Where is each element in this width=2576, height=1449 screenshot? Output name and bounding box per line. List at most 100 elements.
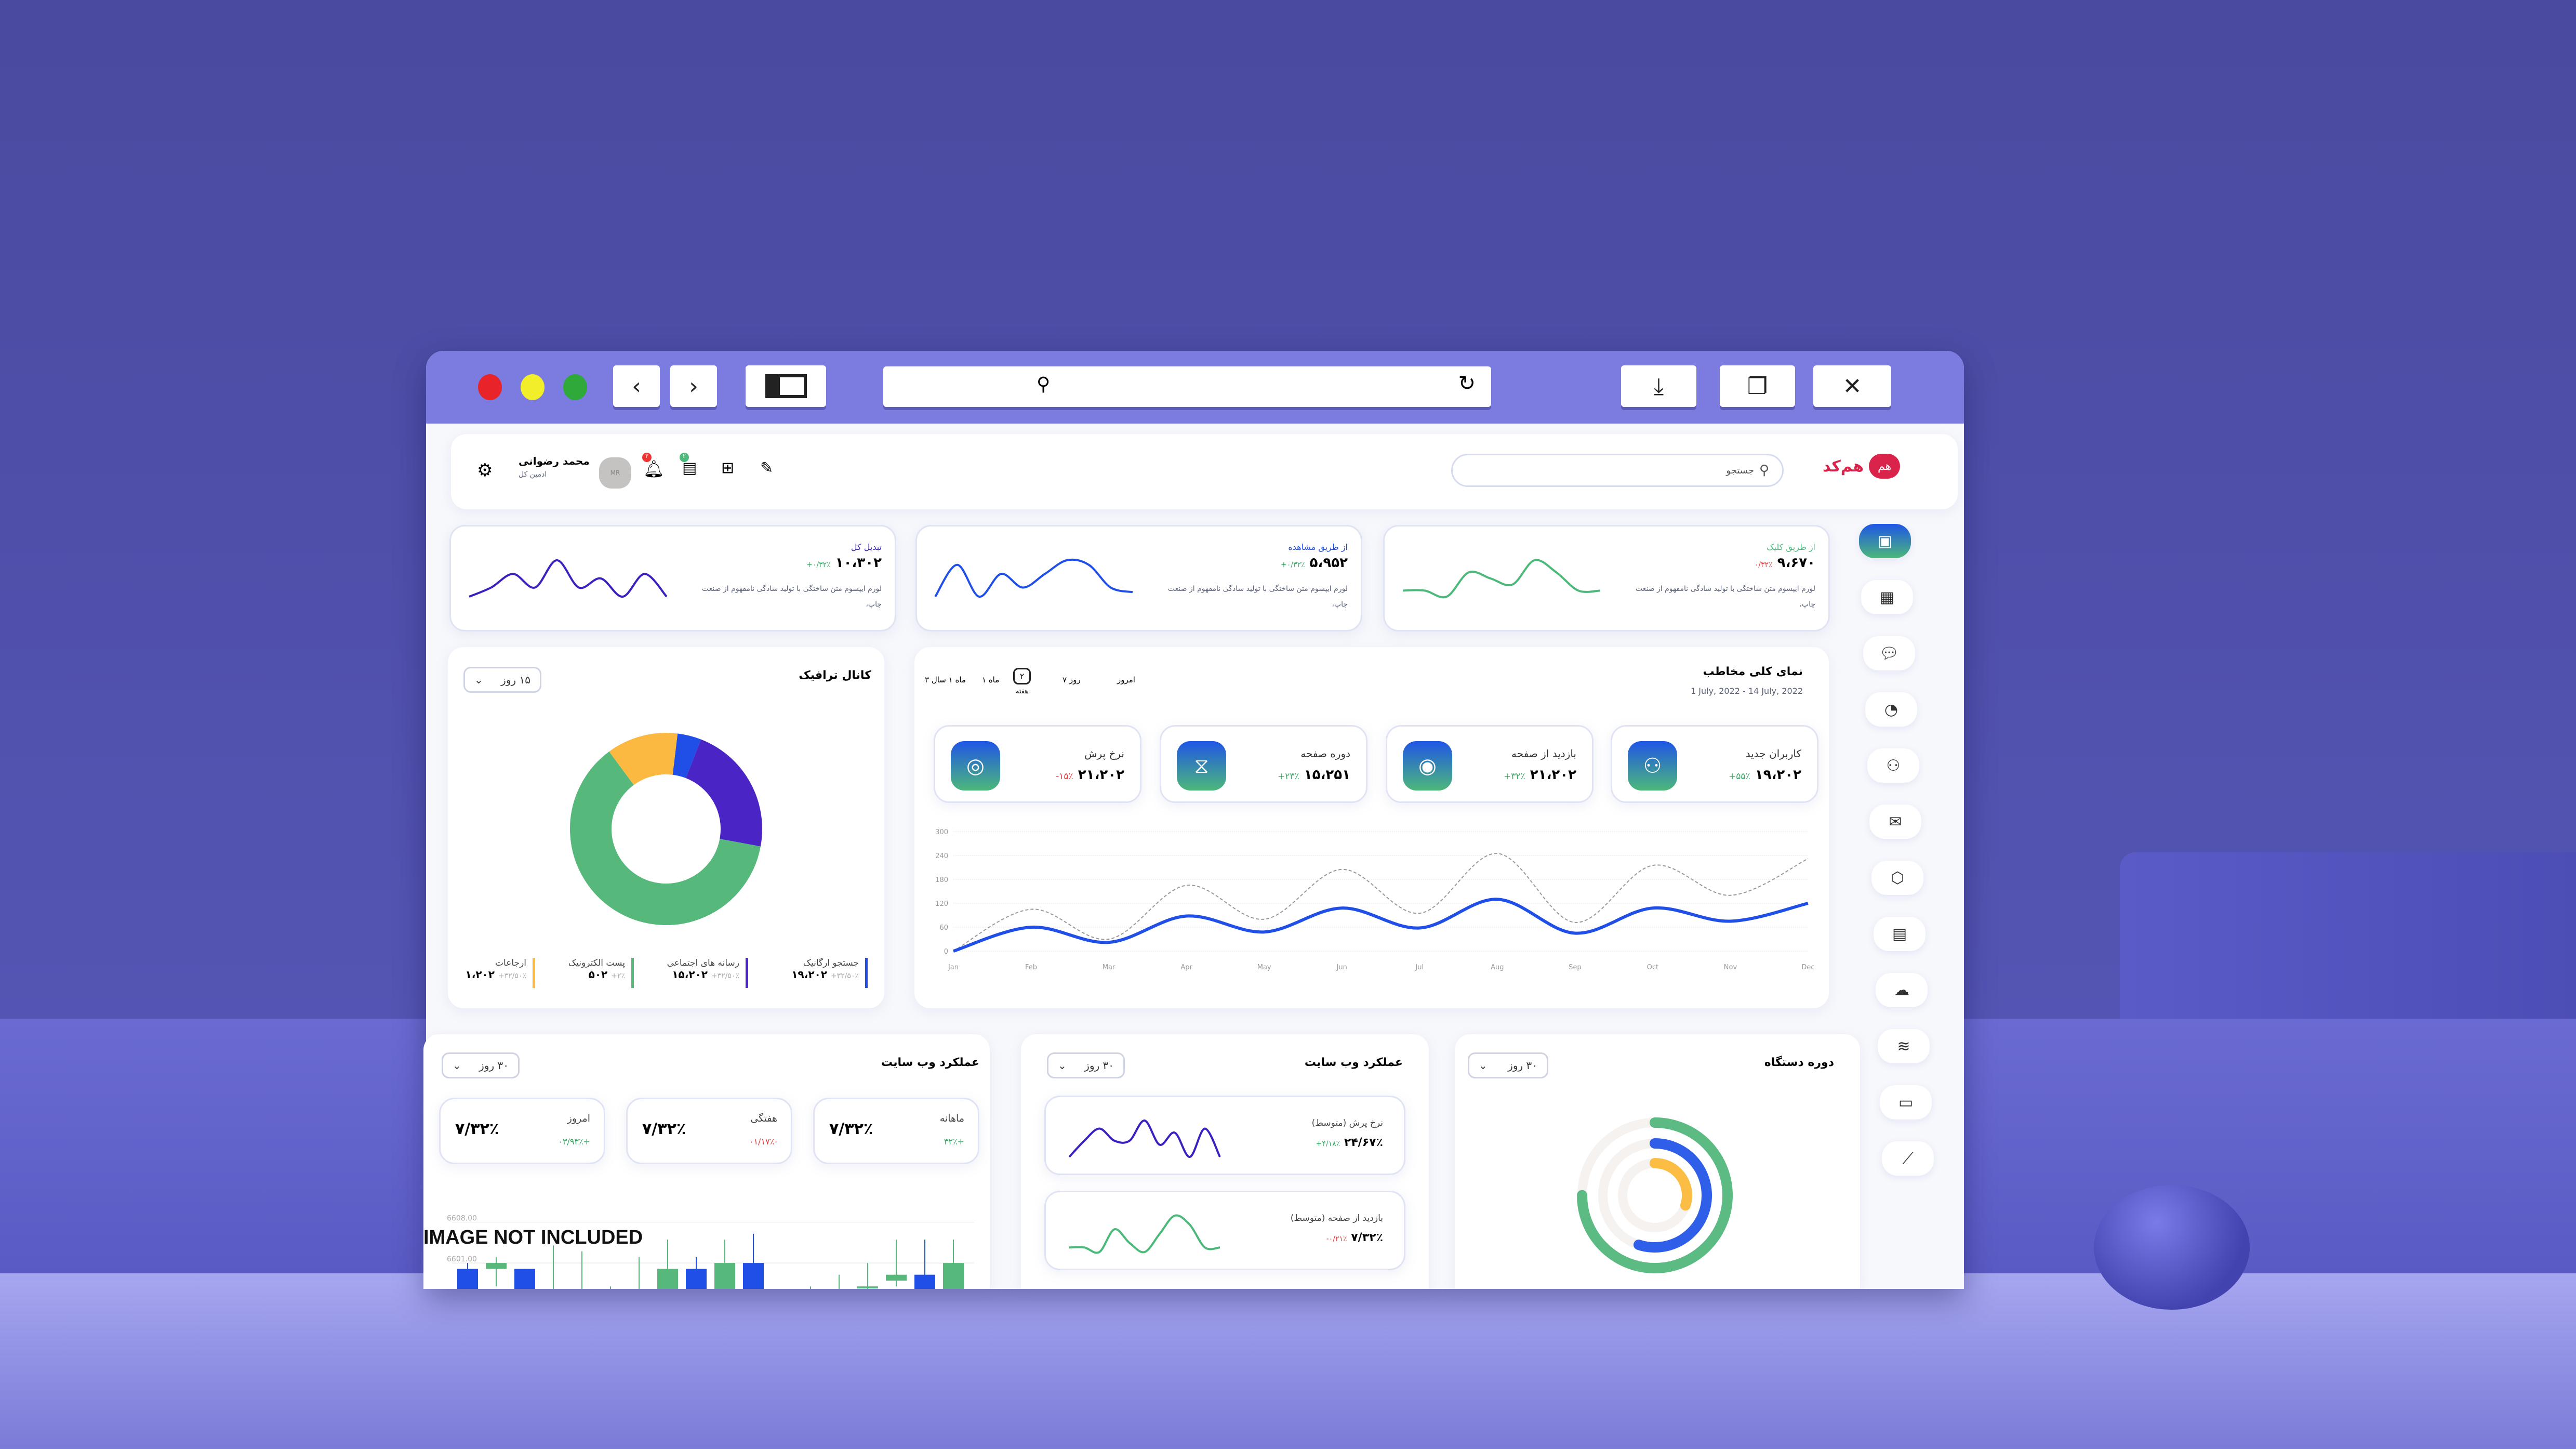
candle-body: [714, 1263, 735, 1289]
download-button[interactable]: ⤓: [1621, 365, 1696, 407]
sidebar-item-cloud[interactable]: ☁: [1876, 973, 1928, 1007]
restore-button[interactable]: ❐: [1720, 365, 1795, 407]
brand-name: هم‌کد: [1823, 457, 1864, 476]
sidebar-item-mail[interactable]: ✉: [1869, 805, 1921, 839]
sparkline: [1402, 559, 1601, 599]
sidebar-item-users[interactable]: ⚇: [1867, 748, 1919, 783]
minimize-dot[interactable]: [521, 374, 545, 400]
users-icon: ⚇: [1628, 741, 1677, 791]
sparkline: [934, 558, 1133, 598]
sidebar-toggle-button[interactable]: [746, 365, 826, 407]
radial-arc[interactable]: [1598, 1138, 1712, 1253]
x-tick-label: Sep: [1569, 964, 1582, 971]
x-tick-label: May: [1257, 964, 1271, 971]
sidebar-item-layers[interactable]: ≋: [1878, 1029, 1930, 1063]
sidebar-item-chat[interactable]: 💬︎: [1863, 636, 1915, 670]
legend-name: پست الکترونیک: [568, 958, 625, 968]
tab-4[interactable]: ۳ ماه ۱ سال: [925, 675, 966, 684]
sidebar-item-chart[interactable]: ⟋: [1882, 1141, 1934, 1176]
stat-value-row: ۱۰،۳۰۲ ۰/۳۲٪+: [806, 555, 882, 571]
candle-body: [857, 1286, 878, 1289]
maximize-dot[interactable]: [563, 374, 587, 400]
performance-range-select[interactable]: ۳۰ روز ⌄: [1047, 1052, 1125, 1078]
tab-2[interactable]: ۲ هفته: [1013, 668, 1031, 695]
stat-value: ۹،۶۷۰: [1777, 555, 1815, 571]
candle-body: [743, 1263, 764, 1289]
performance-title: عملکرد وب سایت: [881, 1056, 979, 1069]
kpi-value: ۱۵،۲۵۱: [1304, 767, 1350, 783]
settings-icon[interactable]: ⚙: [477, 460, 493, 481]
x-tick-label: Nov: [1724, 964, 1737, 971]
donut-slice[interactable]: [685, 739, 762, 847]
bell-icon[interactable]: 🔔︎: [643, 459, 665, 479]
donut-slice[interactable]: [570, 751, 761, 925]
sidebar-item-document[interactable]: ▤: [1874, 917, 1926, 951]
perf-change: ۰/۲۱٪-: [1326, 1235, 1347, 1243]
radial-arc[interactable]: [1577, 1117, 1733, 1273]
traffic-range-select[interactable]: ۱۵ روز ⌄: [463, 667, 541, 693]
avatar[interactable]: MR: [599, 457, 631, 489]
radial-arc[interactable]: [1617, 1158, 1692, 1233]
x-tick-label: Feb: [1025, 964, 1037, 971]
reload-icon[interactable]: ↻: [1458, 372, 1476, 396]
user-role: ادمین کل: [519, 470, 547, 479]
legend-item: پست الکترونیک ۲٪+ ۵۰۲: [530, 958, 634, 988]
device-range-select[interactable]: ۳۰ روز ⌄: [1468, 1052, 1548, 1078]
performance-card[interactable]: هفتگی ۷/۳۲٪ ۰۱/۱۷٪-: [626, 1098, 792, 1164]
performance-card[interactable]: نرخ پرش (متوسط) ۲۴/۶۷٪ ۴/۱۸٪+: [1044, 1096, 1405, 1175]
sidebar-item-pie[interactable]: ◔: [1865, 692, 1917, 727]
y-tick-label: 0: [944, 948, 948, 956]
sparkline: [1068, 1119, 1221, 1158]
legend-item: رسانه های اجتماعی ۳۲/۵۰٪+ ۱۵،۲۰۲: [644, 958, 748, 988]
performance-card[interactable]: بازدید از صفحه (متوسط) ۷/۳۲٪ ۰/۲۱٪-: [1044, 1191, 1405, 1270]
sidebar-item-calendar[interactable]: ▦: [1861, 580, 1913, 614]
x-tick-label: Mar: [1103, 964, 1116, 971]
chat-icon: 💬︎: [1879, 644, 1900, 663]
brand-logo[interactable]: هم‌کد هم: [1823, 454, 1901, 479]
donut-slice[interactable]: [672, 733, 701, 779]
title-bar: ‹ › ⚲ ↻ ⤓ ❐ ✕: [426, 351, 1964, 424]
y-tick-label: 6608.00: [447, 1214, 477, 1222]
address-bar[interactable]: ⚲ ↻: [883, 366, 1491, 407]
performance-card[interactable]: امروز ۷/۳۲٪ ۰۳/۹۳٪+: [439, 1098, 605, 1164]
traffic-donut-chart: [570, 733, 762, 925]
performance-range-select[interactable]: ۳۰ روز ⌄: [442, 1052, 520, 1078]
tab-0[interactable]: امروز: [1117, 675, 1135, 684]
sidebar-item-dashboard[interactable]: ▣: [1859, 524, 1911, 558]
stat-title: از طریق مشاهده: [1288, 542, 1348, 552]
sidebar-item-profile[interactable]: ⬡: [1871, 861, 1923, 895]
search-input[interactable]: ⚲ جستجو: [1451, 454, 1784, 487]
legend-item: ارجاعات ۳۲/۵۰٪+ ۱،۲۰۲: [431, 958, 535, 988]
close-button[interactable]: ✕: [1813, 365, 1891, 407]
chevron-left-icon: ‹: [632, 373, 641, 400]
kpi-card[interactable]: ⧖ دوره صفحه ۱۵،۲۵۱ ۲۳٪+: [1160, 725, 1367, 803]
kpi-card[interactable]: ◎ نرخ پرش ۲۱،۲۰۲ ۱۵٪-: [934, 725, 1141, 803]
edit-icon[interactable]: ✎: [760, 459, 774, 477]
perf-sparkline: [1068, 1119, 1221, 1158]
kpi-card[interactable]: ◉ بازدید از صفحه ۲۱،۲۰۲ ۳۲٪+: [1386, 725, 1594, 803]
donut-slice[interactable]: [609, 733, 678, 786]
chevron-down-icon: ⌄: [1479, 1059, 1488, 1072]
sidebar-item-layout[interactable]: ▭: [1880, 1085, 1932, 1119]
back-button[interactable]: ‹: [613, 365, 660, 407]
tab-3[interactable]: ۱ ماه: [982, 675, 999, 684]
eye-icon: ◉: [1403, 741, 1452, 791]
kpi-label: دوره صفحه: [1300, 747, 1350, 760]
kpi-card[interactable]: ⚇ کاربران جدید ۱۹،۲۰۲ ۵۵٪+: [1611, 725, 1818, 803]
y-tick-label: 240: [935, 852, 948, 860]
perf-change: ۴/۱۸٪+: [1316, 1140, 1340, 1148]
legend-change: ۲٪+: [611, 972, 625, 980]
close-dot[interactable]: [478, 374, 502, 400]
tab-label: ۱ ماه: [982, 675, 1000, 684]
tab-label: ۳ ماه ۱ سال: [925, 675, 966, 684]
tab-1[interactable]: ۷ روز: [1063, 675, 1081, 684]
device-panel: دوره دستگاه ۳۰ روز ⌄: [1455, 1034, 1860, 1289]
users-icon: ⚇: [1886, 756, 1901, 775]
forward-button[interactable]: ›: [670, 365, 717, 407]
dashboard-icon: ▣: [1877, 532, 1893, 550]
performance-card[interactable]: ماهانه ۷/۳۲٪ ۳۲٪+: [813, 1098, 979, 1164]
apps-icon[interactable]: ⊞: [721, 459, 735, 477]
perf-label: امروز: [567, 1113, 590, 1124]
x-tick-label: Jun: [1336, 964, 1347, 971]
mail-icon: ✉: [1889, 812, 1902, 831]
